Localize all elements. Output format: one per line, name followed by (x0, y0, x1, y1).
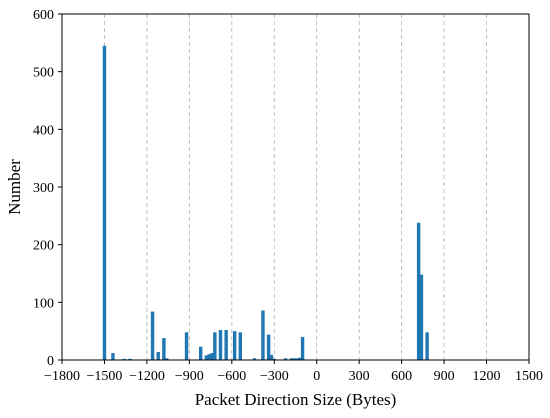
grid-lines (104, 14, 487, 360)
x-axis-title: Packet Direction Size (Bytes) (195, 390, 397, 409)
y-axis-ticks: 0 100 200 300 400 500 600 (33, 8, 62, 369)
x-tick-label: −1200 (129, 369, 165, 384)
histogram-bar (416, 222, 421, 360)
x-tick-label: 1200 (473, 369, 501, 384)
histogram-bar (150, 311, 155, 360)
x-tick-label: 900 (434, 369, 455, 384)
y-axis-title: Number (5, 159, 24, 215)
histogram-bar (252, 358, 257, 360)
histogram-bar (261, 310, 265, 360)
x-tick-label: 0 (313, 369, 320, 384)
histogram-bar (232, 331, 237, 360)
x-tick-label: −600 (217, 369, 246, 384)
histogram-bar (292, 358, 296, 360)
histogram-bar (269, 354, 274, 360)
x-tick-label: 600 (391, 369, 412, 384)
histogram-bar (224, 330, 228, 360)
histogram-bar (210, 353, 214, 360)
histogram-bar (218, 330, 223, 360)
histogram-bar (102, 45, 107, 360)
histogram-bar (122, 358, 126, 360)
y-tick-label: 200 (33, 239, 54, 254)
x-tick-label: −1500 (87, 369, 123, 384)
histogram-bar (238, 332, 243, 360)
x-tick-label: 300 (349, 369, 370, 384)
y-tick-label: 500 (33, 66, 54, 81)
histogram-bar (295, 358, 299, 360)
y-tick-label: 100 (33, 296, 54, 311)
x-tick-label: −300 (260, 369, 289, 384)
histogram-bar (300, 336, 305, 360)
histogram-bar (419, 274, 424, 360)
plot-frame (61, 13, 530, 361)
y-tick-label: 0 (47, 354, 54, 369)
histogram-bar (207, 354, 211, 360)
histogram-bar (162, 338, 166, 360)
histogram-bar (289, 358, 293, 360)
x-tick-label: −1800 (44, 369, 80, 384)
y-tick-label: 400 (33, 123, 54, 138)
y-tick-label: 600 (33, 8, 54, 23)
x-tick-label: 1500 (515, 369, 543, 384)
y-tick-label: 300 (33, 181, 54, 196)
histogram-bar (111, 353, 115, 360)
histogram-bar (298, 357, 302, 360)
histogram-bar (213, 332, 217, 360)
x-axis-ticks: −1800 −1500 −1200 −900 −600 −300 0 300 600 900 120… (44, 360, 543, 384)
histogram-bar (283, 358, 288, 360)
histogram-bar (165, 358, 169, 360)
histogram-bar (156, 351, 160, 360)
histogram-bar (128, 358, 132, 360)
histogram-bar (184, 332, 189, 360)
histogram-bar (204, 355, 209, 360)
histogram-bar (272, 358, 276, 360)
bars (102, 45, 429, 360)
histogram-bar (198, 346, 203, 360)
histogram-bar (266, 334, 271, 360)
histogram-bar (425, 332, 429, 360)
x-tick-label: −900 (175, 369, 204, 384)
